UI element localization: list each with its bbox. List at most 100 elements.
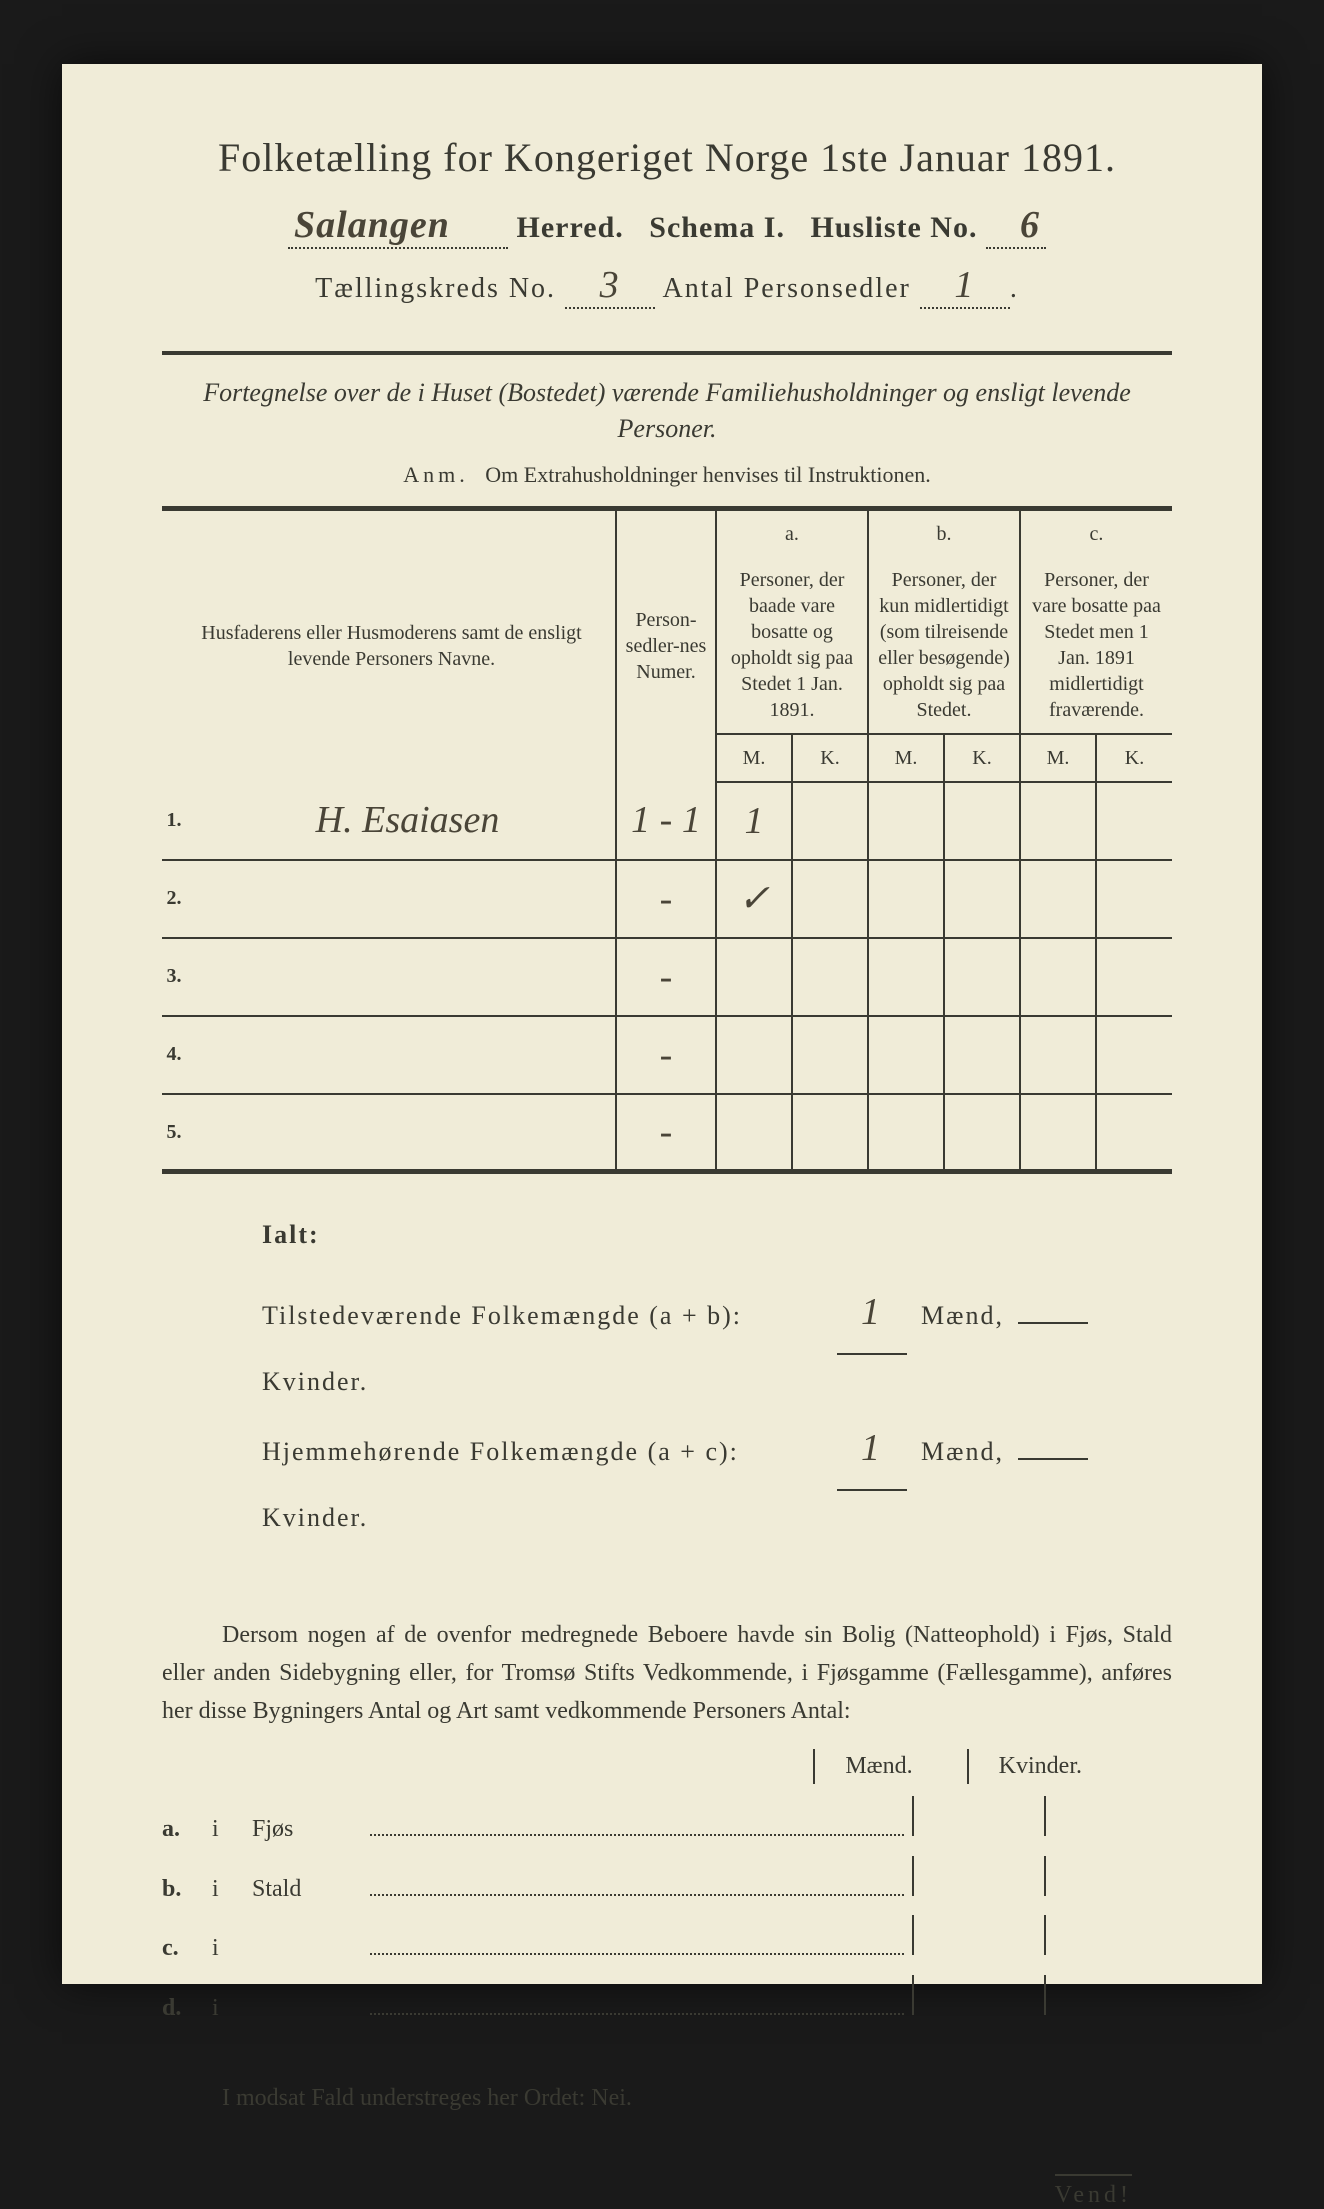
col-a-m: M. [716, 734, 792, 782]
col-a-top: a. [716, 508, 868, 557]
building-row: c.i [162, 1915, 1172, 1975]
totals-row-resident: Hjemmehørende Folkemængde (a + c): 1 Mæn… [262, 1409, 1148, 1545]
row-i: i [212, 1922, 252, 1975]
anm-prefix: Anm. [403, 462, 469, 487]
page-title: Folketælling for Kongeriget Norge 1ste J… [162, 134, 1172, 181]
husliste-label: Husliste No. [810, 211, 977, 244]
anm-note: Anm. Om Extrahusholdninger henvises til … [162, 462, 1172, 488]
row-c-m [1020, 1094, 1096, 1172]
household-table: Husfaderens eller Husmoderens samt de en… [162, 506, 1172, 1175]
row-number: 1. [162, 782, 192, 860]
row-c-k [1096, 938, 1172, 1016]
row-a-m [716, 1016, 792, 1094]
col-b-top: b. [868, 508, 1020, 557]
totals-row-present: Tilstedeværende Folkemængde (a + b): 1 M… [262, 1273, 1148, 1409]
maend-col: Mænd. [813, 1749, 942, 1784]
row-b-k [944, 1094, 1020, 1172]
schema-label: Schema I. [649, 211, 785, 244]
col-header-name: Husfaderens eller Husmoderens samt de en… [162, 508, 616, 782]
header-line-herred: Salangen Herred. Schema I. Husliste No. … [162, 203, 1172, 249]
row-a-k [792, 1094, 868, 1172]
resident-women [1018, 1458, 1088, 1460]
turn-page: Vend! [162, 2182, 1172, 2209]
row-i: i [212, 1982, 252, 2035]
kvinder-col: Kvinder. [967, 1749, 1112, 1784]
row-key: c. [162, 1922, 212, 1975]
divider [162, 351, 1172, 355]
row-key: b. [162, 1863, 212, 1916]
antal-value: 1 [920, 263, 1010, 309]
row-number: 5. [162, 1094, 192, 1172]
col-a-k: K. [792, 734, 868, 782]
dotted-line [370, 1872, 904, 1896]
header-line-kreds: Tællingskreds No. 3 Antal Personsedler 1… [162, 263, 1172, 309]
table-row: 4. - [162, 1016, 1172, 1094]
resident-men: 1 [837, 1409, 907, 1491]
row-number: 4. [162, 1016, 192, 1094]
row-sedler: - [616, 938, 716, 1016]
row-sedler: - [616, 860, 716, 938]
mk-cells [912, 1796, 1172, 1836]
kvinder-label: Kvinder. [262, 1503, 368, 1532]
row-name [192, 1016, 616, 1094]
table-row: 2. -✓ [162, 860, 1172, 938]
resident-label: Hjemmehørende Folkemængde (a + c): [262, 1425, 822, 1480]
row-label: Fjøs [252, 1803, 362, 1856]
row-b-k [944, 1016, 1020, 1094]
row-a-m [716, 938, 792, 1016]
row-b-m [868, 782, 944, 860]
form-subtitle: Fortegnelse over de i Huset (Bostedet) v… [162, 375, 1172, 448]
row-key: d. [162, 1982, 212, 2035]
row-name [192, 860, 616, 938]
totals-block: Ialt: Tilstedeværende Folkemængde (a + b… [162, 1174, 1172, 1545]
row-c-m [1020, 1016, 1096, 1094]
row-label: Stald [252, 1863, 362, 1916]
table-row: 1.H. Esaiasen1 - 11 [162, 782, 1172, 860]
vend-label: Vend! [1055, 2174, 1132, 2208]
row-b-m [868, 938, 944, 1016]
antal-label: Antal Personsedler [663, 273, 911, 304]
row-c-k [1096, 1016, 1172, 1094]
maend-label: Mænd, [921, 1437, 1004, 1466]
herred-value: Salangen [288, 203, 508, 249]
row-a-m [716, 1094, 792, 1172]
mk-cells [912, 1915, 1172, 1955]
row-number: 2. [162, 860, 192, 938]
kreds-label: Tællingskreds No. [315, 273, 556, 304]
col-c-desc: Personer, der vare bosatte paa Stedet me… [1020, 557, 1172, 734]
row-b-k [944, 860, 1020, 938]
row-name [192, 1094, 616, 1172]
dwelling-paragraph: Dersom nogen af de ovenfor medregnede Be… [162, 1616, 1172, 1731]
row-c-m [1020, 860, 1096, 938]
dotted-line [370, 1812, 904, 1836]
row-a-m: ✓ [716, 860, 792, 938]
row-sedler: - [616, 1016, 716, 1094]
row-b-m [868, 1016, 944, 1094]
building-row: b.iStald [162, 1856, 1172, 1916]
row-name [192, 938, 616, 1016]
row-number: 3. [162, 938, 192, 1016]
row-c-m [1020, 938, 1096, 1016]
table-row: 5.- [162, 1094, 1172, 1172]
row-a-k [792, 860, 868, 938]
kvinder-label: Kvinder. [262, 1367, 368, 1396]
row-i: i [212, 1863, 252, 1916]
col-a-desc: Personer, der baade vare bosatte og opho… [716, 557, 868, 734]
present-women [1018, 1322, 1088, 1324]
ialt-heading: Ialt: [262, 1208, 1148, 1263]
nei-line: I modsat Fald understreges her Ordet: Ne… [162, 2085, 1172, 2112]
mk-subheader: Mænd. Kvinder. [162, 1749, 1172, 1784]
row-b-m [868, 860, 944, 938]
maend-label: Mænd, [921, 1301, 1004, 1330]
table-row: 3. - [162, 938, 1172, 1016]
row-key: a. [162, 1803, 212, 1856]
row-a-k [792, 938, 868, 1016]
dotted-line [370, 1931, 904, 1955]
row-c-m [1020, 782, 1096, 860]
row-c-k [1096, 860, 1172, 938]
row-a-k [792, 782, 868, 860]
kreds-value: 3 [565, 263, 655, 309]
row-b-m [868, 1094, 944, 1172]
col-c-k: K. [1096, 734, 1172, 782]
husliste-value: 6 [986, 203, 1046, 249]
